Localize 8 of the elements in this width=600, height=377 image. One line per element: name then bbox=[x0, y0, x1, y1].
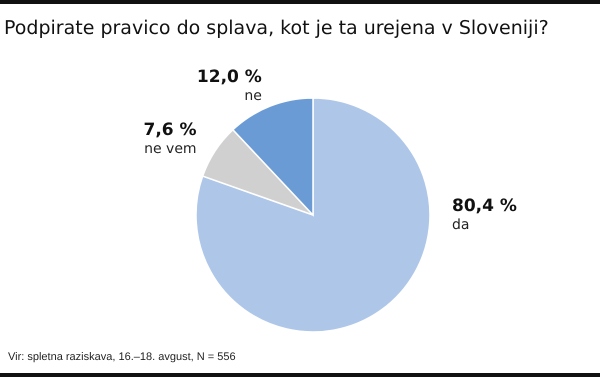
slice-label: da bbox=[452, 217, 470, 233]
slice-label: ne bbox=[244, 88, 262, 104]
data-label: 80,4 % bbox=[452, 196, 517, 216]
data-label: 12,0 % bbox=[196, 66, 262, 87]
chart-title: Podpirate pravico do splava, kot je ta urejena v Sloveniji? bbox=[4, 17, 549, 39]
text: Vir: spletna raziskava, 16.–18. avgust, N = 556 bbox=[8, 351, 236, 363]
slice-label: ne vem bbox=[144, 141, 197, 158]
data-label: 7,6 % bbox=[144, 120, 197, 140]
